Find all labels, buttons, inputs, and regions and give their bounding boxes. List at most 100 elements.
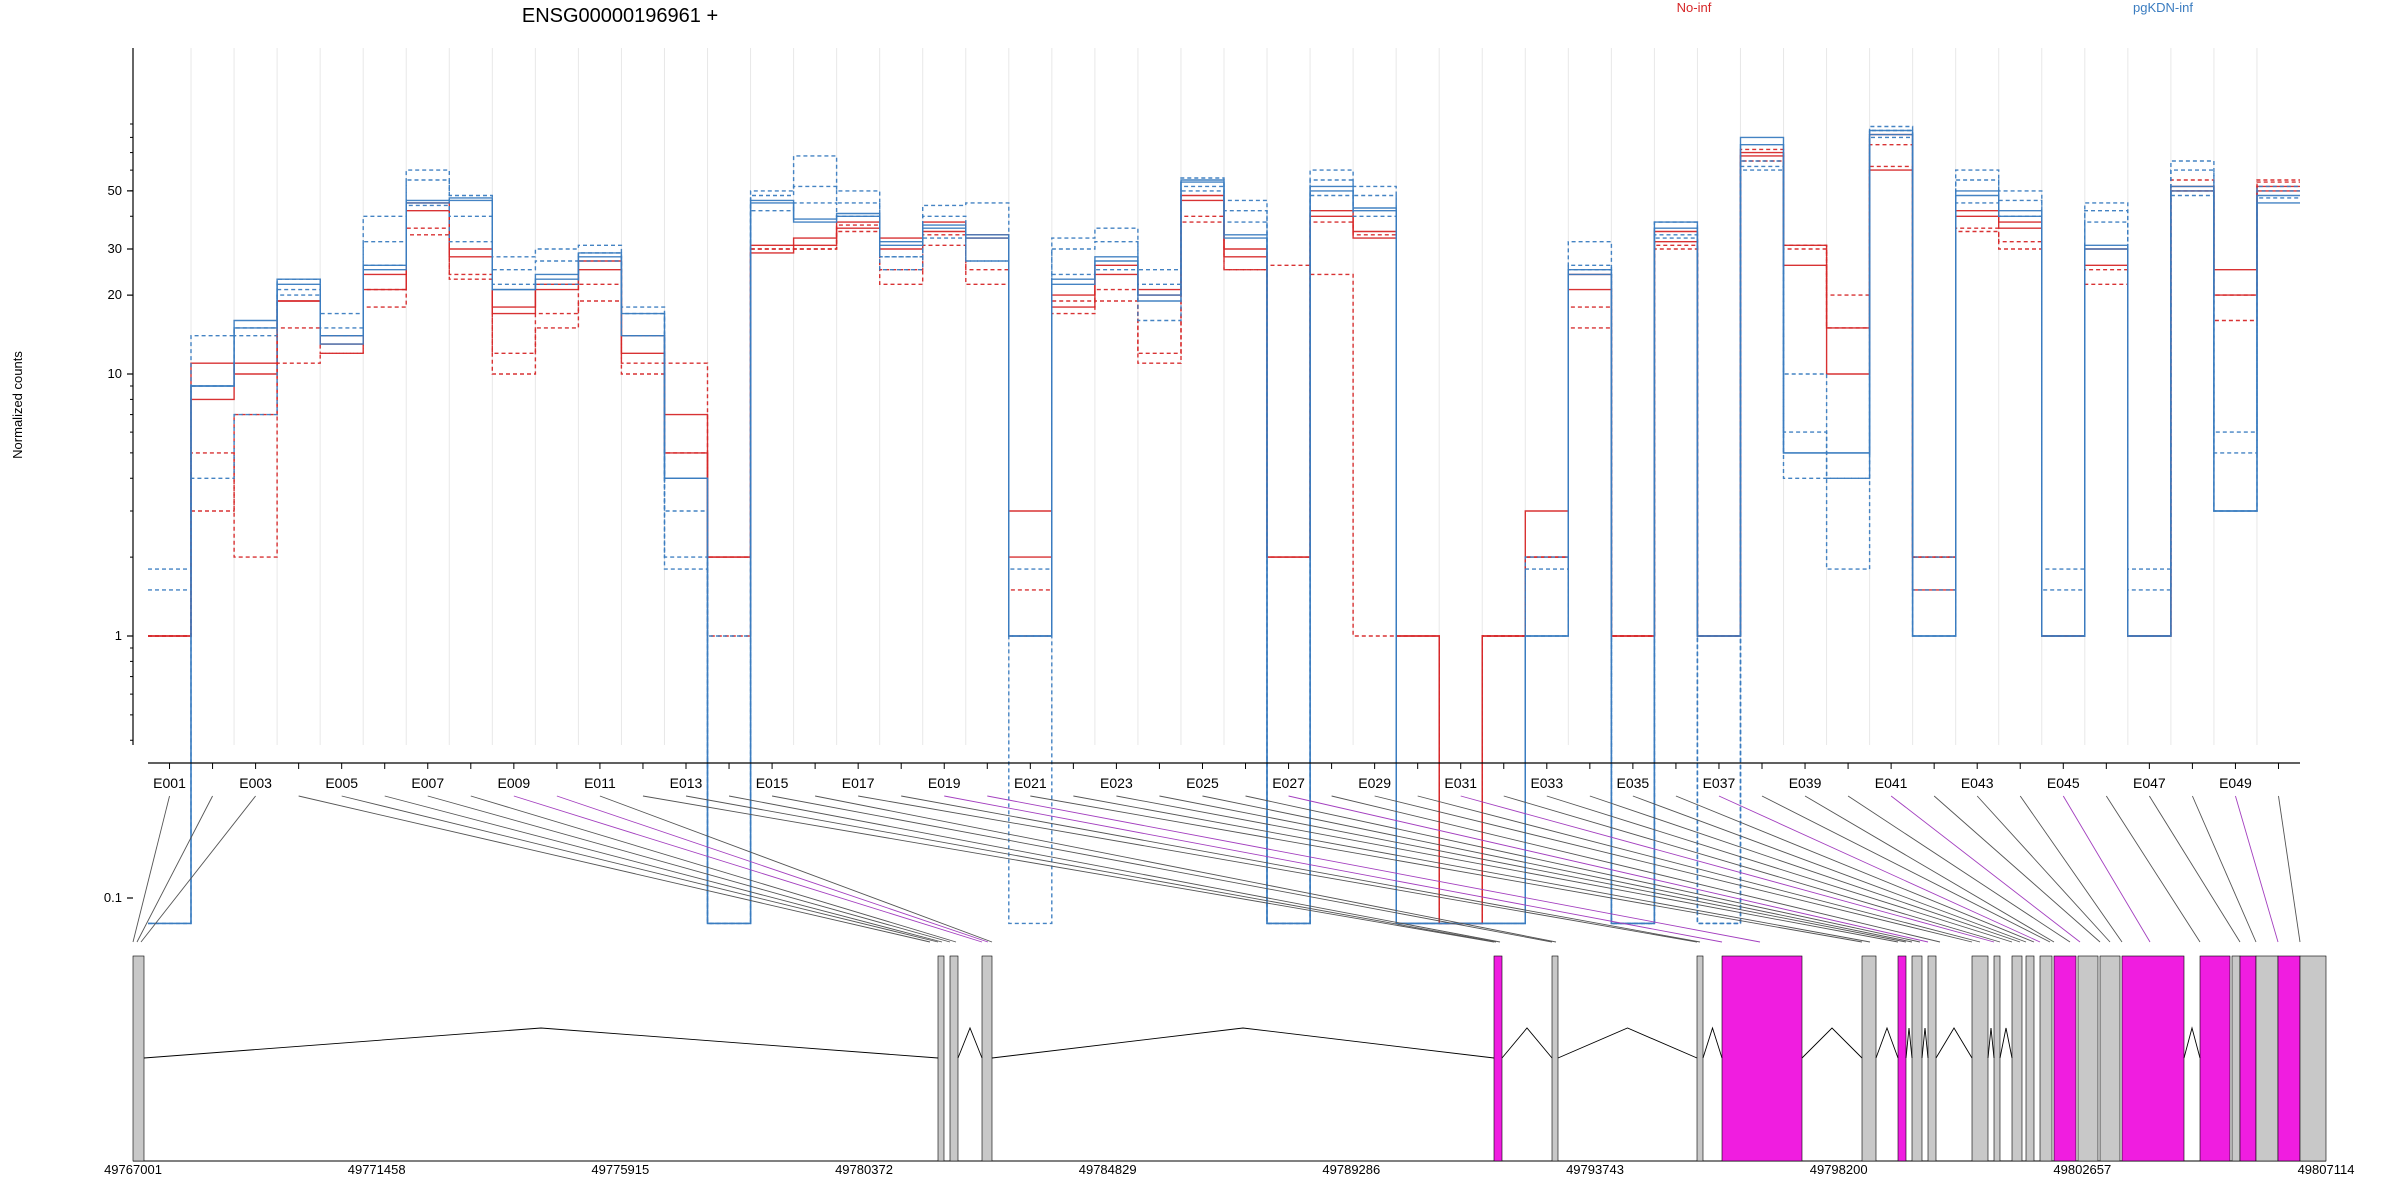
exon-block	[1551, 955, 1559, 1162]
exon-connector	[1202, 795, 1913, 943]
exon-connector	[901, 795, 1701, 943]
x-tick-label: E035	[1617, 775, 1650, 791]
exon-connector	[2148, 795, 2241, 943]
exon-connector	[140, 795, 256, 943]
exon-connector	[1417, 795, 1981, 943]
intron-line	[2183, 1026, 2201, 1059]
exon-block	[981, 955, 993, 1162]
exon-block	[1971, 955, 1989, 1162]
genome-tick-label: 49798200	[1810, 1162, 1868, 1177]
exon-block	[2039, 955, 2053, 1162]
x-tick-label: E009	[497, 775, 530, 791]
connector-layer	[132, 795, 2301, 943]
exon-connector	[2235, 795, 2279, 943]
exon-connector	[341, 795, 939, 943]
genome-tick-label: 49780372	[835, 1162, 893, 1177]
intron-line	[957, 1026, 983, 1059]
exon-block	[1696, 955, 1704, 1162]
series-line-3	[148, 144, 2300, 925]
intron-line	[1935, 1027, 1973, 1059]
exon-block	[949, 955, 959, 1162]
exon-connector	[642, 795, 1495, 943]
exon-connector	[728, 795, 1501, 943]
x-tick-label: E011	[584, 775, 616, 791]
series-line-7	[148, 125, 2300, 925]
exon-connector	[427, 795, 951, 943]
x-tick-label: E047	[2133, 775, 2166, 791]
y-tick-label: 1	[115, 628, 122, 643]
exon-connector	[2105, 795, 2201, 943]
exon-connector	[2019, 795, 2123, 943]
x-tick-label: E043	[1961, 775, 1994, 791]
axes-layer: 0.1 1 10 20 30 50 E001 E003 E005 E007 E009 E011 E013…	[104, 48, 2300, 905]
intron-line	[143, 1027, 939, 1059]
series-line-8	[148, 136, 2300, 925]
exon-connector	[1374, 795, 1973, 943]
exon-block	[2231, 955, 2241, 1162]
exon-block	[2255, 955, 2279, 1162]
exon-connector	[685, 795, 1497, 943]
exon-connector	[1632, 795, 2027, 943]
x-tick-label: E003	[239, 775, 272, 791]
exon-connector	[771, 795, 1553, 943]
genome-tick-label: 49767001	[104, 1162, 162, 1177]
genome-tick-label: 49784829	[1079, 1162, 1137, 1177]
x-tick-label: E041	[1875, 775, 1908, 791]
exon-connector	[1976, 795, 2111, 943]
genome-tick-label: 49771458	[348, 1162, 406, 1177]
series-layer	[148, 125, 2300, 925]
x-tick-label: E001	[153, 775, 186, 791]
intron-line	[1875, 1026, 1899, 1059]
exon-block	[2077, 955, 2099, 1162]
exon-block	[1897, 955, 1907, 1162]
exon-connector	[1761, 795, 2051, 943]
exon-connector	[1159, 795, 1907, 943]
exon-block	[2239, 955, 2257, 1162]
exon-block	[1927, 955, 1937, 1162]
legend-no-inf: No-inf	[1677, 0, 1712, 15]
exon-connector	[1503, 795, 2001, 943]
y-tick-label: 30	[108, 241, 122, 256]
exon-connector	[1675, 795, 2035, 943]
exon-connector	[1288, 795, 1929, 943]
intron-line	[1557, 1027, 1698, 1059]
x-tick-label: E023	[1100, 775, 1133, 791]
intron-line	[1999, 1027, 2013, 1059]
exon-connector	[599, 795, 993, 943]
y-tick-label: 10	[108, 366, 122, 381]
exon-connector	[2191, 795, 2257, 943]
exon-connector	[1933, 795, 2101, 943]
exon-connector	[987, 795, 1761, 943]
exon-connector	[1589, 795, 2021, 943]
genome-tick-label: 49793743	[1566, 1162, 1624, 1177]
exon-block	[1911, 955, 1923, 1162]
exon-connector	[132, 795, 170, 943]
exon-connector	[513, 795, 983, 943]
y-tick-label: 50	[108, 183, 122, 198]
exon-connector	[815, 795, 1557, 943]
exon-connector	[2278, 795, 2301, 943]
exon-block	[937, 955, 945, 1162]
exon-connector	[1331, 795, 1941, 943]
exon-connector	[298, 795, 931, 943]
exon-connector	[1804, 795, 2055, 943]
x-tick-label: E005	[325, 775, 358, 791]
x-tick-label: E013	[670, 775, 703, 791]
exon-connector	[1847, 795, 2071, 943]
intron-line	[1501, 1027, 1553, 1059]
exon-block	[1493, 955, 1503, 1162]
x-tick-label: E049	[2219, 775, 2252, 791]
exon-connector	[1030, 795, 1863, 943]
genome-tick-label: 49802657	[2053, 1162, 2111, 1177]
exon-block	[2299, 955, 2327, 1162]
legend-pgkdn-inf: pgKDN-inf	[2133, 0, 2193, 15]
exon-connector	[136, 795, 213, 943]
x-tick-label: E037	[1703, 775, 1736, 791]
exon-block	[1861, 955, 1877, 1162]
exon-connector	[1116, 795, 1899, 943]
intron-line	[991, 1027, 1495, 1059]
genome-tick-label: 49789286	[1322, 1162, 1380, 1177]
chart-title: ENSG00000196961 +	[522, 5, 718, 27]
intron-line	[1921, 1027, 1929, 1059]
